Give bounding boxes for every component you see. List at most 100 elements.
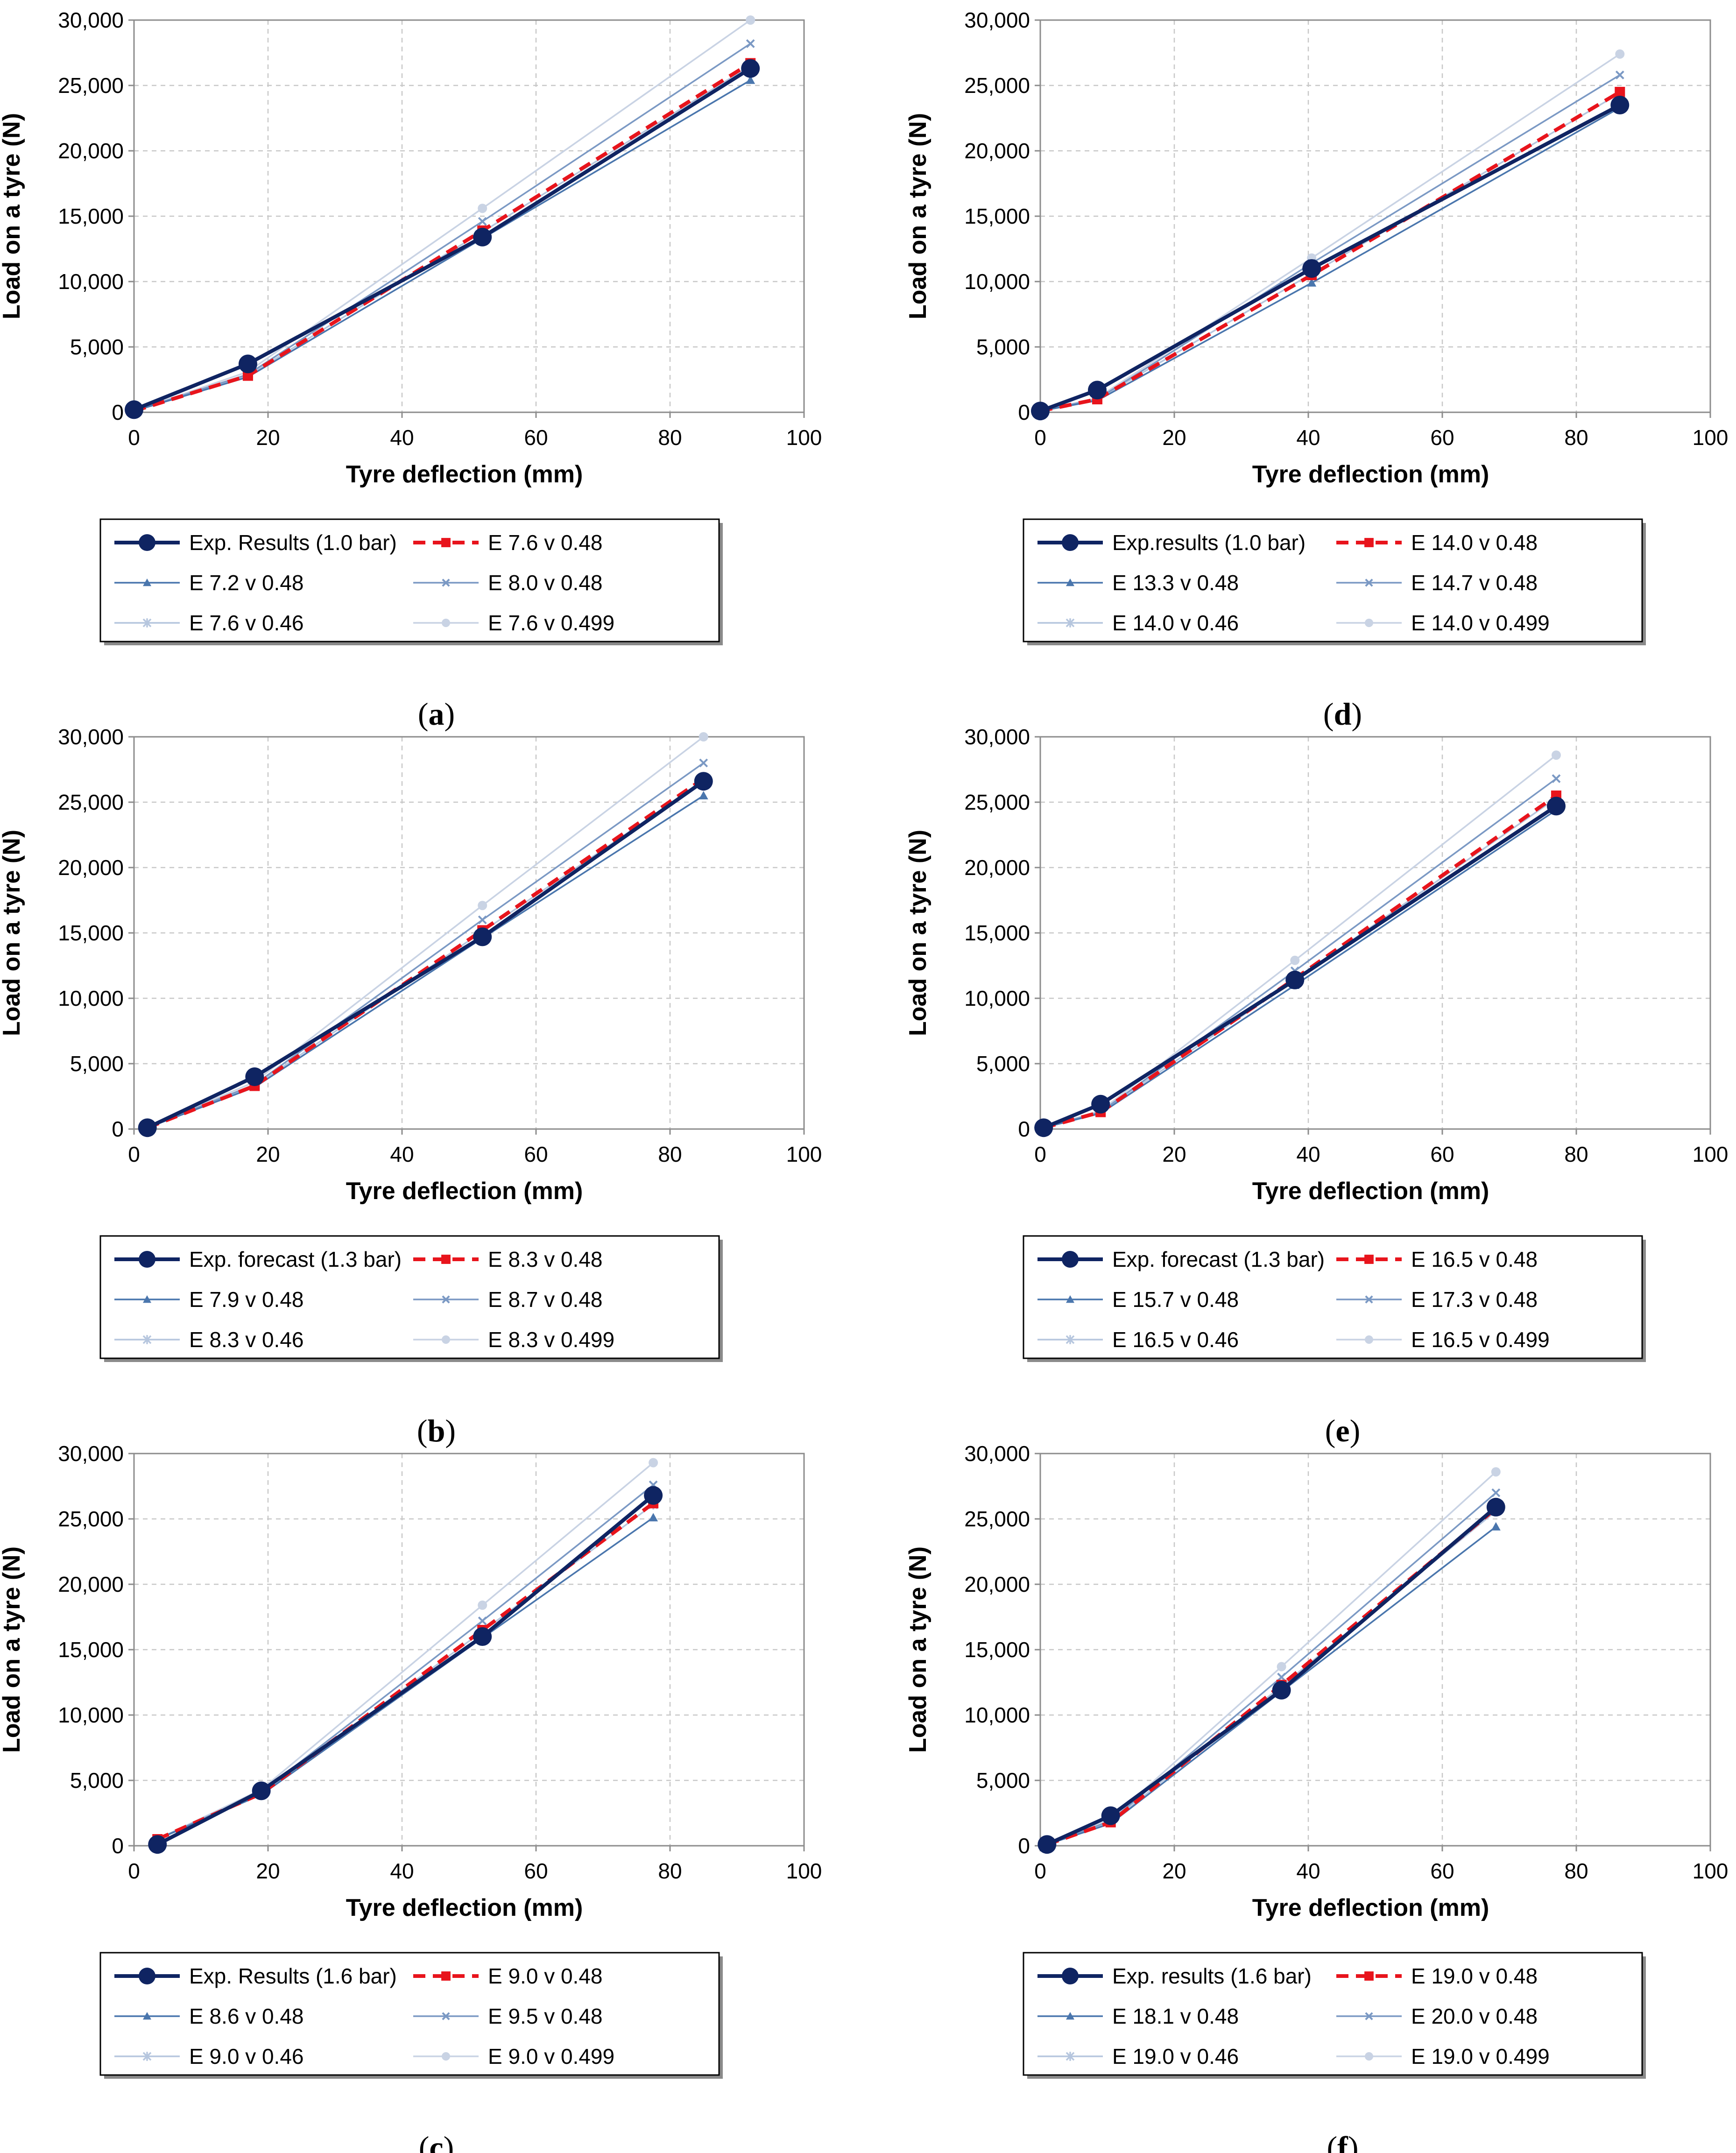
legend-item: E 7.6 v 0.48 (413, 530, 603, 555)
legend-marker (442, 1335, 450, 1344)
data-point (1551, 750, 1561, 760)
chart-panel-e: 0 20 40 60 80 100 0 5,000 10,000 15,000 20,000 25,0… (904, 725, 1728, 1448)
legend-label: E 8.6 v 0.48 (189, 2004, 304, 2028)
legend-marker (142, 2052, 152, 2061)
x-tick-label: 40 (390, 425, 414, 450)
x-tick-label: 60 (524, 1142, 548, 1166)
legend-marker (139, 534, 155, 551)
x-tick-label: 100 (786, 1859, 822, 1883)
legend-label: E 8.3 v 0.499 (488, 1327, 614, 1352)
y-tick-label: 5,000 (70, 1052, 124, 1076)
series-high (1039, 774, 1561, 1132)
legend-label: E 9.0 v 0.48 (488, 1964, 603, 1988)
data-point (252, 1781, 271, 1800)
data-point (473, 927, 492, 946)
y-tick-label: 30,000 (964, 1441, 1030, 1466)
x-tick-label: 80 (1564, 1859, 1588, 1883)
data-point (1615, 87, 1625, 97)
legend-label: E 14.0 v 0.46 (1112, 611, 1239, 635)
y-tick-label: 20,000 (58, 139, 124, 163)
legend-item: E 19.0 v 0.46 (1037, 2044, 1239, 2068)
series-line (134, 65, 751, 412)
data-point (741, 59, 760, 78)
legend-marker (1062, 1251, 1079, 1268)
legend-box (1023, 518, 1643, 642)
legend-label: E 13.3 v 0.48 (1112, 571, 1239, 595)
grid (1040, 1453, 1711, 1846)
legend-label: E 7.6 v 0.499 (488, 611, 614, 635)
legend-item: Exp. Results (1.0 bar) (114, 530, 397, 555)
series-high (153, 1480, 658, 1844)
legend-marker (1066, 2052, 1075, 2061)
y-tick-label: 0 (112, 1834, 124, 1858)
y-tick-label: 10,000 (964, 269, 1030, 294)
y-tick-label: 0 (1018, 400, 1030, 424)
data-point (694, 772, 713, 791)
legend-marker (442, 619, 450, 627)
y-tick-label: 30,000 (58, 1441, 124, 1466)
legend-item: E 9.0 v 0.499 (413, 2044, 614, 2068)
series-line (1040, 90, 1621, 413)
x-tick-label: 20 (256, 425, 280, 450)
y-axis-title: Load on a tyre (N) (0, 1546, 25, 1753)
legend-marker (142, 618, 152, 628)
legend-marker (1066, 2012, 1074, 2020)
legend-label: E 9.5 v 0.48 (488, 2004, 603, 2028)
y-tick-label: 10,000 (58, 269, 124, 294)
legend-box (1023, 1235, 1643, 1359)
x-tick-label: 20 (256, 1859, 280, 1883)
series-line (1039, 103, 1621, 413)
legend-marker (1062, 534, 1079, 551)
x-tick-label: 0 (128, 1859, 140, 1883)
y-tick-label: 15,000 (58, 921, 124, 945)
legend-label: Exp. forecast (1.3 bar) (189, 1247, 402, 1271)
series-exp (1031, 96, 1630, 421)
legend-item: E 8.3 v 0.46 (114, 1327, 304, 1352)
legend-marker (1365, 2052, 1373, 2061)
x-tick-label: 40 (390, 1859, 414, 1883)
x-tick-label: 80 (658, 1859, 682, 1883)
grid (1040, 736, 1711, 1129)
x-tick-label: 100 (786, 1142, 822, 1166)
y-tick-label: 10,000 (964, 986, 1030, 1010)
series-line (134, 42, 751, 412)
data-point (478, 915, 487, 925)
legend-label: E 19.0 v 0.48 (1411, 1964, 1538, 1988)
y-tick-label: 15,000 (964, 1638, 1030, 1662)
data-point (1034, 1118, 1053, 1137)
data-point (1272, 1680, 1291, 1700)
x-tick-label: 100 (1693, 1142, 1729, 1166)
series-exp (138, 772, 713, 1137)
x-tick-label: 80 (658, 1142, 682, 1166)
data-point (1031, 402, 1050, 421)
series-line (1043, 754, 1557, 1129)
data-point (242, 370, 253, 381)
y-tick-label: 25,000 (58, 1507, 124, 1531)
x-tick-label: 0 (1034, 425, 1046, 450)
legend-label: E 14.0 v 0.48 (1411, 530, 1538, 555)
data-point (1610, 96, 1630, 114)
series-line (147, 780, 704, 1129)
data-point (473, 1627, 492, 1646)
series-nu499 (129, 15, 755, 416)
legend-marker (143, 579, 151, 586)
legend-box (99, 1235, 720, 1359)
series-line (156, 1494, 655, 1846)
legend-label: E 16.5 v 0.499 (1411, 1327, 1550, 1352)
legend-item: E 7.6 v 0.499 (413, 611, 614, 635)
series-nu46 (129, 61, 755, 416)
data-point (1277, 1662, 1286, 1672)
legend-label: E 18.1 v 0.48 (1112, 2004, 1239, 2028)
legend-marker (1365, 1295, 1373, 1304)
y-tick-label: 5,000 (976, 335, 1030, 359)
legend-marker (142, 1335, 152, 1344)
data-point (1101, 1806, 1120, 1825)
y-tick-label: 25,000 (58, 73, 124, 98)
legend-item: E 7.2 v 0.48 (114, 571, 304, 595)
panel-label: (a) (418, 696, 455, 732)
y-tick-label: 5,000 (70, 335, 124, 359)
series-line (157, 1462, 654, 1840)
legend-marker (1066, 579, 1074, 586)
legend-box (99, 1952, 720, 2076)
legend-label: E 9.0 v 0.499 (488, 2044, 614, 2068)
